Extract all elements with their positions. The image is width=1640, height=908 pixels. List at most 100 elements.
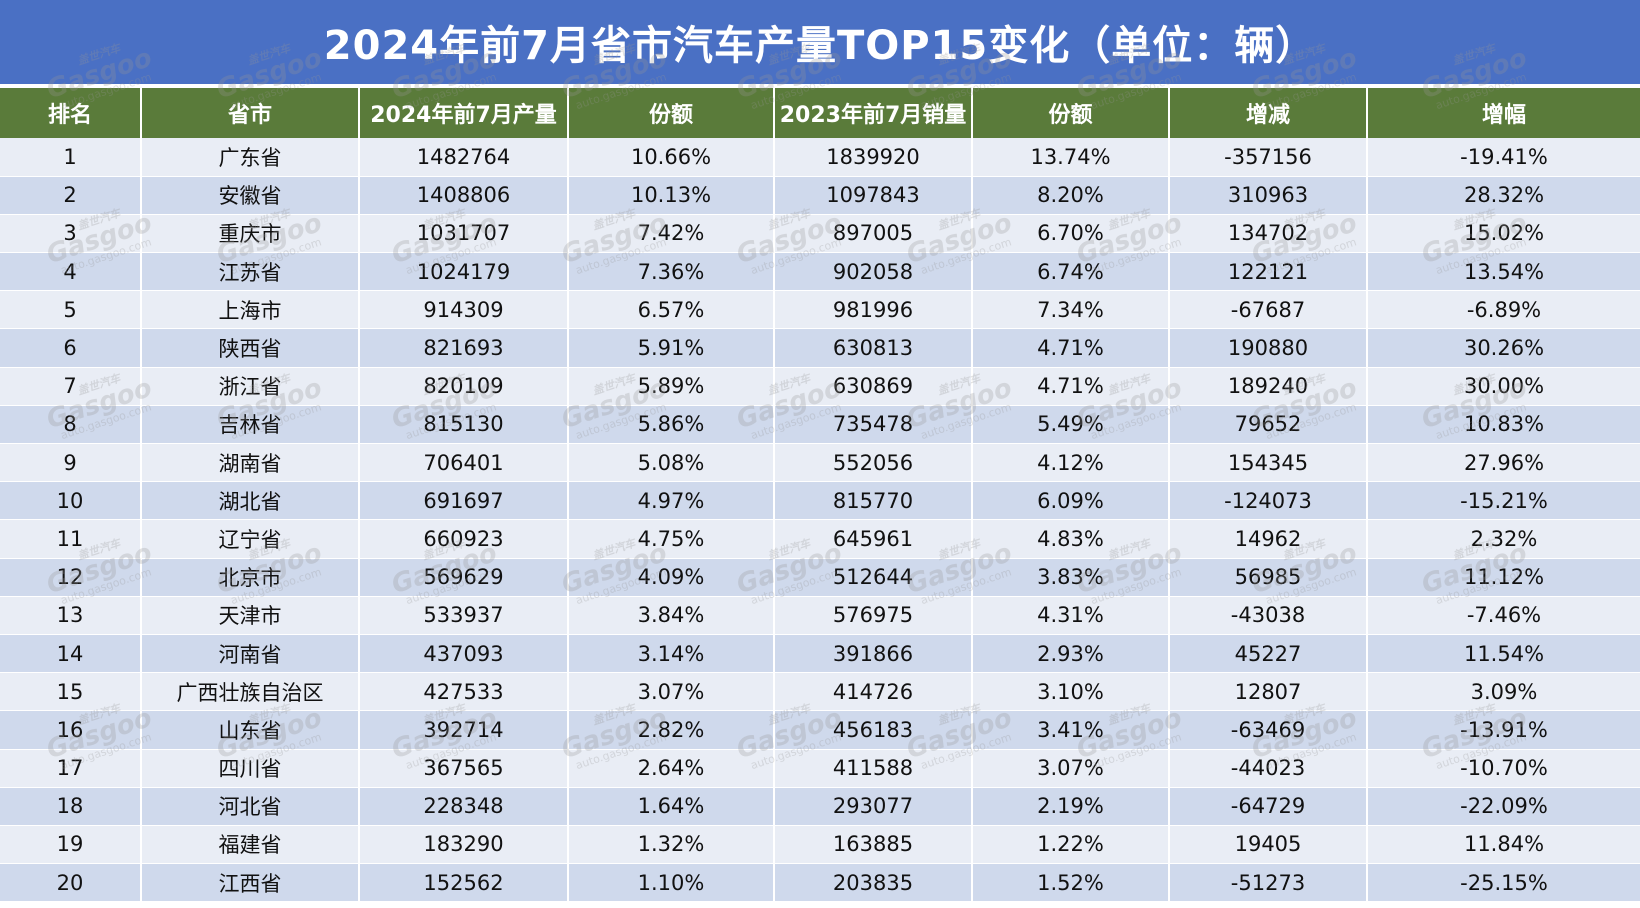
province-cell: 天津市	[141, 596, 360, 635]
growth-rate-cell: 30.26%	[1367, 328, 1640, 368]
header-sales-2023: 2023年前7月销量	[774, 88, 973, 138]
growth-rate-cell: 30.00%	[1367, 367, 1640, 406]
growth-rate-cell: 13.54%	[1367, 252, 1640, 292]
table-row: 17 四川省 367565 2.64% 411588 3.07% -44023 -10.70%	[0, 749, 1640, 788]
growth-rate-cell: 15.02%	[1367, 214, 1640, 254]
change-cell: 190880	[1169, 328, 1368, 368]
change-cell: 122121	[1169, 252, 1368, 292]
rank-cell: 18	[0, 787, 142, 826]
province-cell: 浙江省	[141, 367, 360, 406]
province-cell: 四川省	[141, 749, 360, 788]
output-2024-cell: 820109	[359, 367, 569, 406]
share-2023-cell: 6.74%	[972, 252, 1170, 292]
sales-2023-cell: 293077	[774, 787, 973, 826]
table-row: 7 浙江省 820109 5.89% 630869 4.71% 189240 30.00%	[0, 367, 1640, 406]
change-cell: -357156	[1169, 138, 1368, 177]
change-cell: 310963	[1169, 176, 1368, 215]
page-title: 2024年前7月省市汽车产量TOP15变化（单位：辆）	[0, 0, 1640, 84]
share-2023-cell: 7.34%	[972, 290, 1170, 330]
province-cell: 江西省	[141, 863, 360, 903]
growth-rate-cell: 11.12%	[1367, 558, 1640, 597]
sales-2023-cell: 552056	[774, 443, 973, 483]
share-2023-cell: 13.74%	[972, 138, 1170, 177]
share-2024-cell: 2.82%	[568, 710, 775, 750]
header-growth-rate: 增幅	[1367, 88, 1640, 138]
table-row: 15 广西壮族自治区 427533 3.07% 414726 3.10% 12807 3.09…	[0, 672, 1640, 712]
share-2023-cell: 2.93%	[972, 634, 1170, 674]
share-2024-cell: 5.91%	[568, 328, 775, 368]
province-cell: 安徽省	[141, 176, 360, 215]
change-cell: -44023	[1169, 749, 1368, 788]
table-row: 14 河南省 437093 3.14% 391866 2.93% 45227 11.54%	[0, 634, 1640, 674]
growth-rate-cell: 3.09%	[1367, 672, 1640, 712]
rank-cell: 11	[0, 519, 142, 559]
table-row: 20 江西省 152562 1.10% 203835 1.52% -51273 -25.15%	[0, 863, 1640, 903]
province-cell: 陕西省	[141, 328, 360, 368]
rank-cell: 4	[0, 252, 142, 292]
rank-cell: 15	[0, 672, 142, 712]
province-cell: 江苏省	[141, 252, 360, 292]
output-2024-cell: 533937	[359, 596, 569, 635]
rank-cell: 14	[0, 634, 142, 674]
share-2023-cell: 3.83%	[972, 558, 1170, 597]
header-change: 增减	[1169, 88, 1368, 138]
growth-rate-cell: -13.91%	[1367, 710, 1640, 750]
change-cell: 19405	[1169, 825, 1368, 865]
share-2024-cell: 3.07%	[568, 672, 775, 712]
province-cell: 吉林省	[141, 405, 360, 445]
share-2023-cell: 3.10%	[972, 672, 1170, 712]
share-2023-cell: 1.52%	[972, 863, 1170, 903]
output-2024-cell: 1031707	[359, 214, 569, 254]
output-2024-cell: 392714	[359, 710, 569, 750]
share-2024-cell: 10.66%	[568, 138, 775, 177]
sales-2023-cell: 815770	[774, 481, 973, 521]
share-2023-cell: 4.31%	[972, 596, 1170, 635]
output-2024-cell: 1024179	[359, 252, 569, 292]
change-cell: 134702	[1169, 214, 1368, 254]
province-cell: 辽宁省	[141, 519, 360, 559]
change-cell: 14962	[1169, 519, 1368, 559]
share-2024-cell: 3.14%	[568, 634, 775, 674]
table-row: 4 江苏省 1024179 7.36% 902058 6.74% 122121 13.54%	[0, 252, 1640, 292]
sales-2023-cell: 512644	[774, 558, 973, 597]
sales-2023-cell: 630813	[774, 328, 973, 368]
change-cell: 45227	[1169, 634, 1368, 674]
output-2024-cell: 815130	[359, 405, 569, 445]
province-cell: 上海市	[141, 290, 360, 330]
share-2023-cell: 8.20%	[972, 176, 1170, 215]
sales-2023-cell: 645961	[774, 519, 973, 559]
sales-2023-cell: 735478	[774, 405, 973, 445]
share-2024-cell: 10.13%	[568, 176, 775, 215]
rank-cell: 7	[0, 367, 142, 406]
change-cell: -51273	[1169, 863, 1368, 903]
rank-cell: 13	[0, 596, 142, 635]
share-2023-cell: 3.41%	[972, 710, 1170, 750]
share-2024-cell: 4.75%	[568, 519, 775, 559]
share-2024-cell: 4.97%	[568, 481, 775, 521]
output-2024-cell: 367565	[359, 749, 569, 788]
change-cell: -64729	[1169, 787, 1368, 826]
share-2023-cell: 3.07%	[972, 749, 1170, 788]
province-cell: 广东省	[141, 138, 360, 177]
change-cell: -124073	[1169, 481, 1368, 521]
header-province: 省市	[141, 88, 360, 138]
rank-cell: 20	[0, 863, 142, 903]
table-row: 11 辽宁省 660923 4.75% 645961 4.83% 14962 2.32%	[0, 519, 1640, 559]
change-cell: -63469	[1169, 710, 1368, 750]
rank-cell: 12	[0, 558, 142, 597]
table-row: 9 湖南省 706401 5.08% 552056 4.12% 154345 27.96%	[0, 443, 1640, 483]
growth-rate-cell: -15.21%	[1367, 481, 1640, 521]
growth-rate-cell: 11.54%	[1367, 634, 1640, 674]
output-2024-cell: 660923	[359, 519, 569, 559]
header-output-2024: 2024年前7月产量	[359, 88, 569, 138]
change-cell: 12807	[1169, 672, 1368, 712]
growth-rate-cell: 2.32%	[1367, 519, 1640, 559]
table-row: 19 福建省 183290 1.32% 163885 1.22% 19405 11.84%	[0, 825, 1640, 865]
share-2023-cell: 6.70%	[972, 214, 1170, 254]
rank-cell: 8	[0, 405, 142, 445]
share-2023-cell: 4.71%	[972, 328, 1170, 368]
share-2024-cell: 5.89%	[568, 367, 775, 406]
rank-cell: 9	[0, 443, 142, 483]
share-2024-cell: 1.10%	[568, 863, 775, 903]
growth-rate-cell: -7.46%	[1367, 596, 1640, 635]
